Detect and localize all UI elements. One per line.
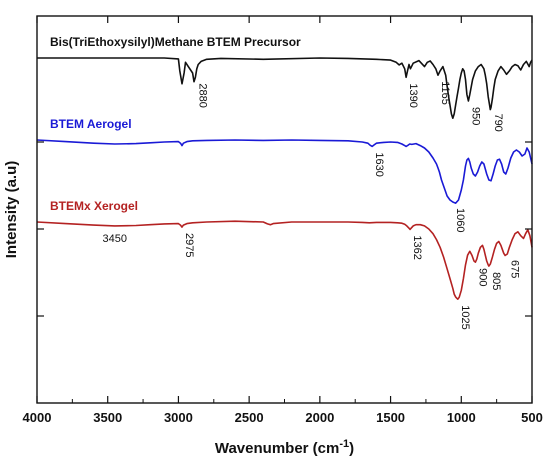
y-axis-title: Intensity (a.u) [3,161,20,259]
peak-label-2880: 2880 [196,83,208,107]
x-tick-label-3500: 3500 [93,410,122,425]
x-tick-label-2000: 2000 [305,410,334,425]
series-label-2: BTEM Aerogel [50,117,132,131]
peak-label-1060: 1060 [454,208,466,232]
x-tick-label-500: 500 [521,410,543,425]
peak-label-900: 900 [476,268,488,286]
x-tick-label-1500: 1500 [376,410,405,425]
x-tick-label-2500: 2500 [235,410,264,425]
peak-label-790: 790 [492,113,504,131]
x-tick-label-3000: 3000 [164,410,193,425]
peak-label-2975: 2975 [183,233,195,257]
peak-label-1165: 1165 [439,81,451,105]
peak-label-805: 805 [490,272,502,290]
peak-label-3450: 3450 [103,233,127,245]
series-line-1 [37,57,533,119]
series-line-3 [36,220,533,300]
peak-label-950: 950 [469,107,481,125]
peak-label-1362: 1362 [411,235,423,259]
series-label-1: Bis(TriEthoxysilyl)Methane BTEM Precurso… [50,35,301,49]
peak-label-1390: 1390 [407,83,419,107]
x-axis-title: Wavenumber (cm-1) [215,438,354,457]
peak-label-1630: 1630 [373,152,385,176]
peak-label-675: 675 [508,260,520,278]
x-tick-label-4000: 4000 [23,410,52,425]
series-line-2 [36,139,533,204]
peak-label-1025: 1025 [459,305,471,329]
x-tick-label-1000: 1000 [447,410,476,425]
series-label-3: BTEMx Xerogel [50,199,138,213]
